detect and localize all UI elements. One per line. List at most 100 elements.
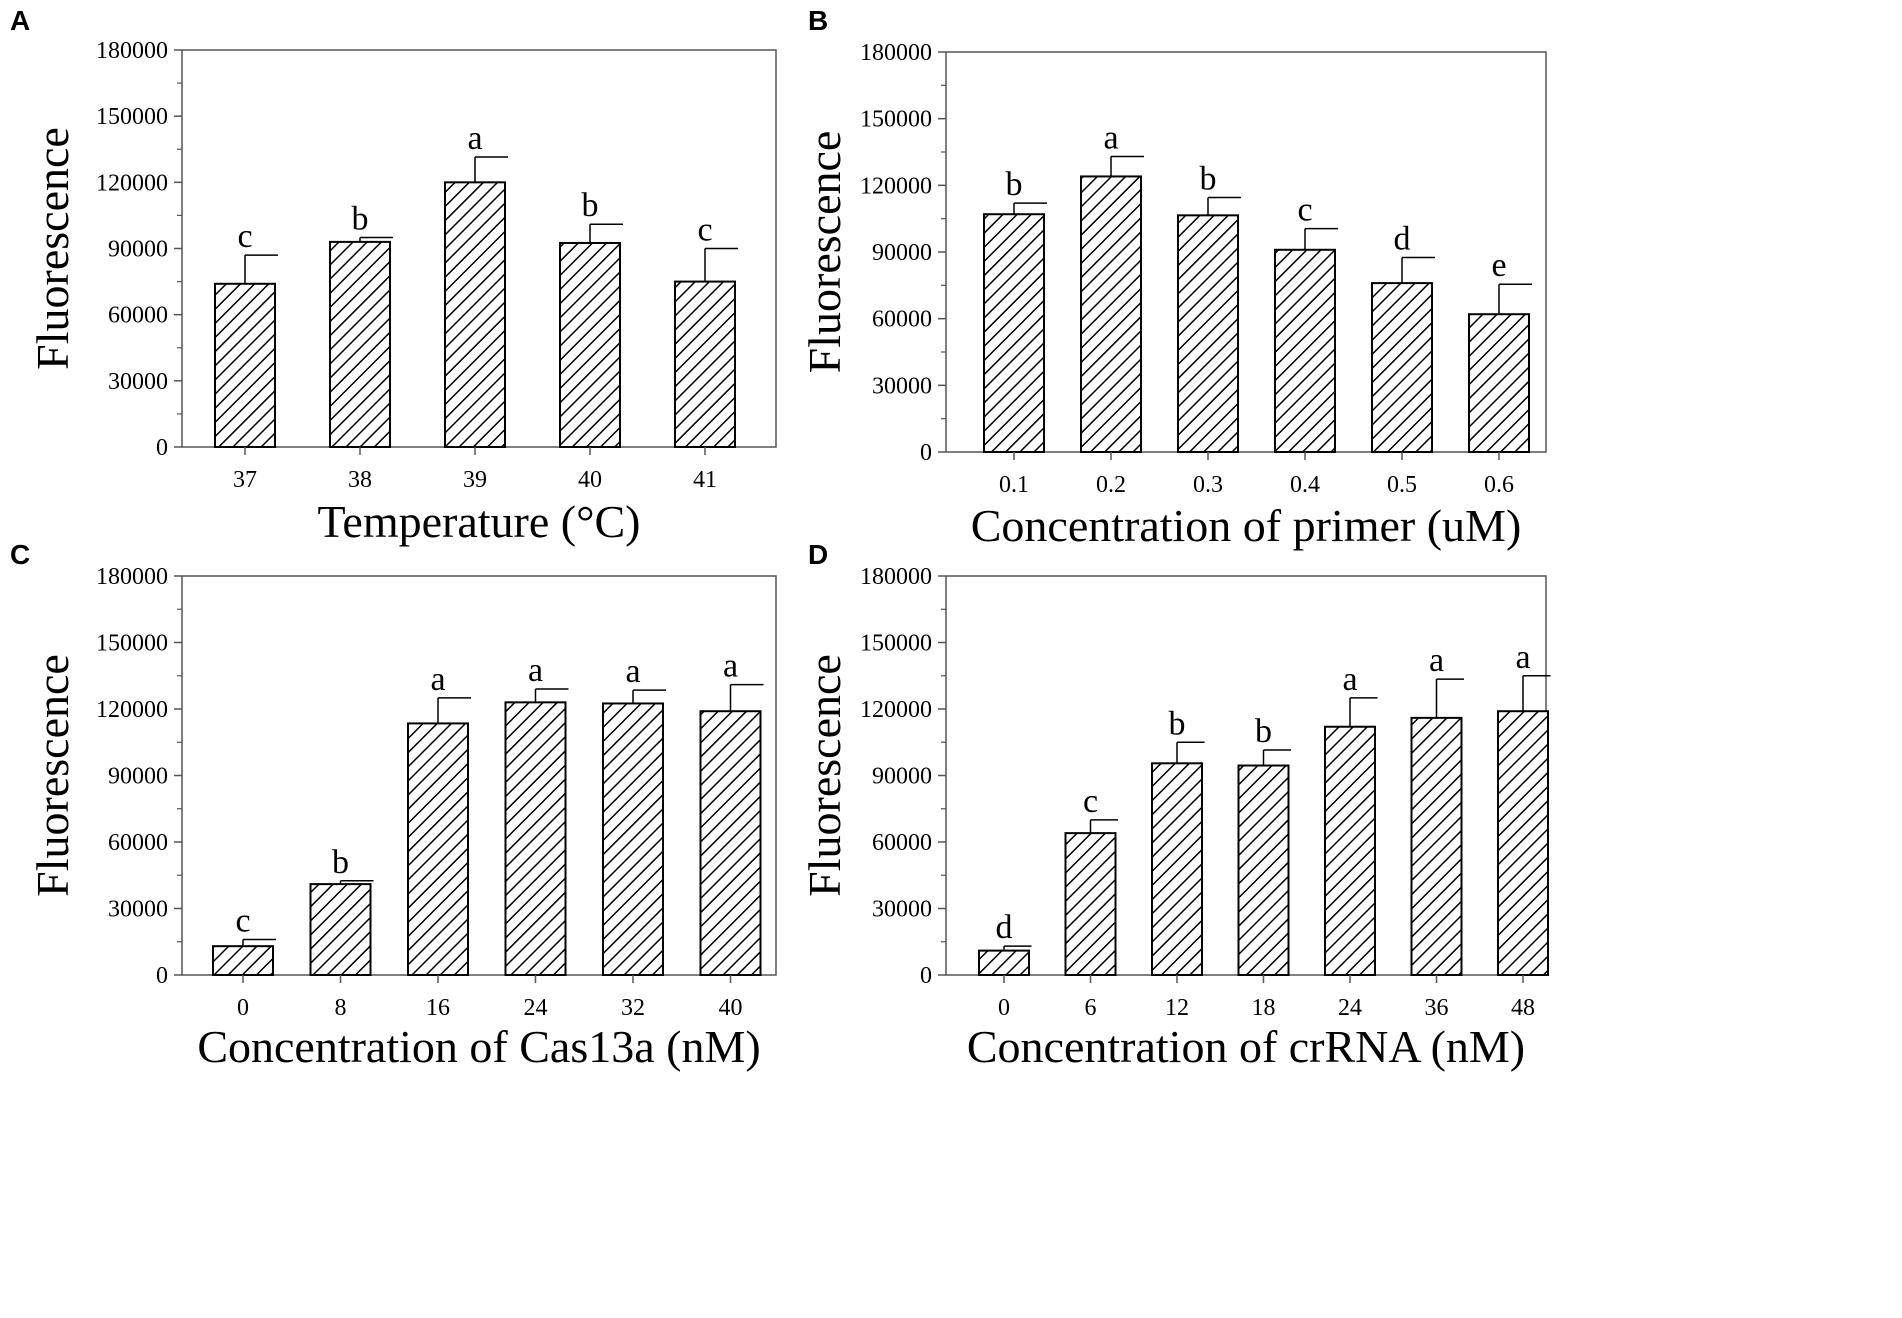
x-tick-label: 12 — [1165, 995, 1189, 1021]
x-tick-label: 0 — [237, 995, 249, 1021]
y-tick-label: 0 — [156, 435, 168, 461]
panel-letter: A — [10, 5, 30, 36]
significance-label: b — [582, 187, 599, 224]
bar-0.4 — [1274, 248, 1336, 453]
significance-label: b — [1255, 713, 1272, 750]
significance-label: b — [352, 200, 369, 237]
panel-letter: C — [10, 539, 30, 570]
y-tick-label: 150000 — [96, 104, 168, 130]
bar-38 — [329, 240, 391, 448]
x-tick-label: 0.4 — [1290, 472, 1320, 498]
x-tick-label: 38 — [348, 467, 372, 493]
significance-label: c — [1297, 192, 1312, 229]
x-tick-label: 0.5 — [1387, 472, 1417, 498]
bar-12 — [1151, 762, 1203, 977]
significance-label: c — [1083, 783, 1098, 820]
y-tick-label: 90000 — [108, 764, 168, 790]
bar-41 — [674, 280, 736, 449]
bar-6 — [1064, 832, 1117, 977]
significance-label: d — [996, 909, 1013, 946]
x-tick-label: 18 — [1252, 995, 1276, 1021]
bar-0 — [978, 949, 1030, 976]
x-tick-label: 40 — [578, 467, 602, 493]
x-tick-label: 0.6 — [1484, 472, 1514, 498]
significance-label: a — [1342, 661, 1357, 698]
y-axis-label: Fluorescence — [799, 654, 850, 897]
y-tick-label: 60000 — [872, 307, 932, 333]
y-tick-label: 90000 — [872, 764, 932, 790]
x-tick-label: 0.2 — [1096, 472, 1126, 498]
bar-0 — [212, 945, 274, 977]
bar-36 — [1410, 716, 1463, 976]
bar-0.5 — [1371, 282, 1433, 453]
x-tick-label: 16 — [426, 995, 450, 1021]
significance-label: b — [1006, 166, 1023, 203]
y-tick-label: 90000 — [872, 240, 932, 266]
x-tick-label: 6 — [1085, 995, 1097, 1021]
x-tick-label: 8 — [335, 995, 347, 1021]
y-tick-label: 120000 — [96, 170, 168, 196]
y-tick-label: 30000 — [108, 897, 168, 923]
significance-label: d — [1394, 221, 1411, 258]
y-tick-label: 180000 — [96, 38, 168, 64]
panel-letter: B — [808, 5, 828, 36]
significance-label: c — [697, 212, 712, 249]
bar-16 — [407, 722, 469, 976]
bar-0.2 — [1080, 175, 1142, 453]
x-tick-label: 39 — [463, 467, 487, 493]
y-tick-label: 120000 — [860, 697, 932, 723]
plot-frame — [181, 575, 777, 976]
y-tick-label: 90000 — [108, 237, 168, 263]
significance-label: a — [1429, 642, 1444, 679]
y-tick-label: 180000 — [860, 564, 932, 590]
x-axis-label: Concentration of Cas13a (nM) — [197, 1021, 760, 1072]
y-tick-label: 150000 — [96, 631, 168, 657]
y-tick-label: 0 — [920, 963, 932, 989]
bar-0.1 — [983, 213, 1045, 453]
significance-label: e — [1491, 247, 1506, 284]
significance-label: a — [1103, 119, 1118, 156]
significance-label: a — [430, 661, 445, 698]
bar-24 — [504, 701, 567, 976]
x-tick-label: 32 — [621, 995, 645, 1021]
bar-18 — [1237, 764, 1290, 977]
significance-label: c — [237, 218, 252, 255]
bar-37 — [214, 282, 276, 448]
bar-24 — [1324, 725, 1376, 976]
y-tick-label: 30000 — [108, 369, 168, 395]
x-tick-label: 0 — [998, 995, 1010, 1021]
y-tick-label: 0 — [156, 963, 168, 989]
y-tick-label: 180000 — [860, 40, 932, 66]
y-tick-label: 60000 — [108, 830, 168, 856]
significance-label: b — [332, 844, 349, 881]
significance-label: b — [1169, 705, 1186, 742]
y-axis-label: Fluorescence — [27, 127, 78, 370]
bar-40 — [699, 710, 762, 976]
significance-label: a — [467, 120, 482, 157]
panel-b: B 0 30000 60000 90000 120000 150000 180000 b 0.1 a… — [799, 5, 1547, 551]
y-tick-label: 150000 — [860, 631, 932, 657]
y-tick-label: 60000 — [108, 303, 168, 329]
x-tick-label: 40 — [719, 995, 743, 1021]
significance-label: a — [528, 652, 543, 689]
significance-label: b — [1200, 161, 1217, 198]
x-tick-label: 37 — [233, 467, 257, 493]
y-tick-label: 0 — [920, 440, 932, 466]
significance-label: a — [723, 648, 738, 685]
x-axis-label: Temperature (°C) — [318, 496, 641, 547]
bar-8 — [309, 883, 372, 976]
y-axis-label: Fluorescence — [799, 131, 850, 374]
y-tick-label: 150000 — [860, 107, 932, 133]
x-tick-label: 0.3 — [1193, 472, 1223, 498]
y-tick-label: 120000 — [860, 173, 932, 199]
bar-32 — [602, 702, 664, 976]
bar-0.3 — [1177, 214, 1239, 453]
x-tick-label: 48 — [1511, 995, 1535, 1021]
bar-48 — [1497, 710, 1549, 976]
bar-0.6 — [1468, 313, 1530, 453]
x-axis-label: Concentration of primer (uM) — [971, 500, 1522, 551]
panel-c: C 0 30000 60000 90000 120000 150000 180000 c 0 b 8 a… — [10, 539, 777, 1072]
significance-label: c — [235, 903, 250, 940]
y-axis-label: Fluorescence — [27, 654, 78, 897]
